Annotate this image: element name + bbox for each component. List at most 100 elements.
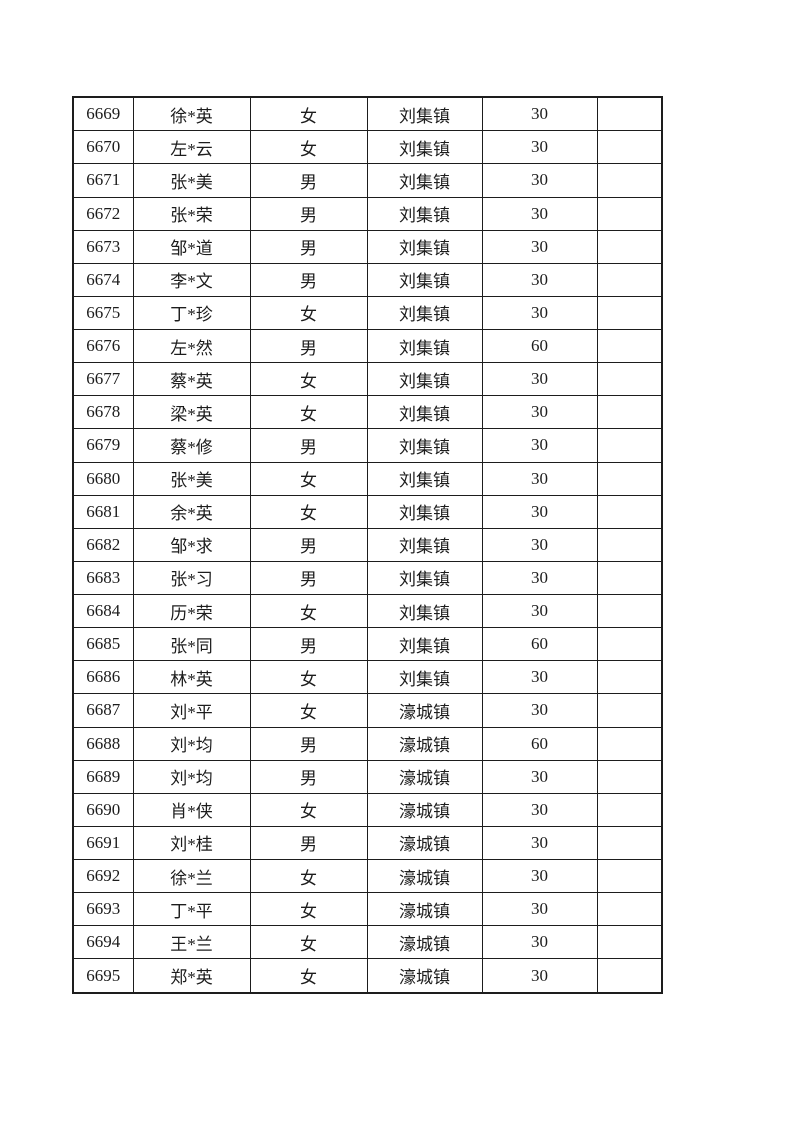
cell-blank bbox=[596, 627, 663, 662]
cell-gender: 女 bbox=[249, 461, 368, 496]
cell-amount: 30 bbox=[481, 428, 598, 463]
cell-person-name: 刘*桂 bbox=[132, 825, 251, 861]
cell-serial-number: 6678 bbox=[72, 395, 134, 430]
cell-serial-number: 6682 bbox=[72, 527, 134, 562]
table-row: 6672 张*荣男刘集镇 30 bbox=[72, 196, 663, 231]
cell-serial-number: 6690 bbox=[72, 792, 134, 827]
beneficiary-table: 6669 徐*英女刘集镇 30 6670 左*云女刘集镇 30 6671 张*美男刘集镇 30 6… bbox=[72, 96, 663, 994]
cell-blank bbox=[596, 494, 663, 529]
cell-blank bbox=[596, 560, 663, 596]
cell-serial-number: 6691 bbox=[72, 825, 134, 861]
table-row: 6683 张*习男刘集镇 30 bbox=[72, 560, 663, 596]
cell-gender: 女 bbox=[249, 660, 368, 695]
cell-amount: 30 bbox=[481, 859, 598, 894]
cell-town: 刘集镇 bbox=[366, 395, 483, 430]
cell-person-name: 张*同 bbox=[132, 627, 251, 662]
cell-town: 刘集镇 bbox=[366, 329, 483, 364]
table-row: 6680 张*美女刘集镇 30 bbox=[72, 461, 663, 496]
cell-person-name: 张*习 bbox=[132, 560, 251, 596]
cell-town: 刘集镇 bbox=[366, 96, 483, 132]
cell-serial-number: 6669 bbox=[72, 96, 134, 132]
cell-town: 刘集镇 bbox=[366, 560, 483, 596]
cell-blank bbox=[596, 693, 663, 728]
cell-gender: 男 bbox=[249, 627, 368, 662]
cell-blank bbox=[596, 859, 663, 894]
cell-serial-number: 6674 bbox=[72, 262, 134, 297]
table-row: 6681 余*英女刘集镇 30 bbox=[72, 494, 663, 529]
table-row: 6692 徐*兰女濠城镇 30 bbox=[72, 859, 663, 894]
cell-blank bbox=[596, 229, 663, 264]
cell-amount: 30 bbox=[481, 494, 598, 529]
cell-person-name: 刘*均 bbox=[132, 759, 251, 794]
cell-town: 刘集镇 bbox=[366, 196, 483, 231]
cell-amount: 30 bbox=[481, 362, 598, 397]
table-row: 6686 林*英女刘集镇 30 bbox=[72, 660, 663, 695]
cell-town: 刘集镇 bbox=[366, 295, 483, 331]
cell-person-name: 蔡*英 bbox=[132, 362, 251, 397]
cell-person-name: 张*美 bbox=[132, 163, 251, 198]
cell-town: 刘集镇 bbox=[366, 594, 483, 629]
cell-gender: 女 bbox=[249, 925, 368, 960]
cell-blank bbox=[596, 295, 663, 331]
table-row: 6695 郑*英女濠城镇 30 bbox=[72, 958, 663, 994]
cell-person-name: 左*然 bbox=[132, 329, 251, 364]
table-row: 6694 王*兰女濠城镇 30 bbox=[72, 925, 663, 960]
cell-amount: 30 bbox=[481, 163, 598, 198]
cell-person-name: 肖*侠 bbox=[132, 792, 251, 827]
cell-amount: 30 bbox=[481, 792, 598, 827]
table-row: 6673 邹*道男刘集镇 30 bbox=[72, 229, 663, 264]
cell-amount: 30 bbox=[481, 295, 598, 331]
cell-gender: 男 bbox=[249, 560, 368, 596]
cell-serial-number: 6677 bbox=[72, 362, 134, 397]
cell-person-name: 余*英 bbox=[132, 494, 251, 529]
table-row: 6684 历*荣女刘集镇 30 bbox=[72, 594, 663, 629]
cell-gender: 男 bbox=[249, 726, 368, 761]
cell-serial-number: 6683 bbox=[72, 560, 134, 596]
cell-blank bbox=[596, 96, 663, 132]
cell-amount: 30 bbox=[481, 262, 598, 297]
cell-blank bbox=[596, 428, 663, 463]
beneficiary-table-body: 6669 徐*英女刘集镇 30 6670 左*云女刘集镇 30 6671 张*美男刘集镇 30 6… bbox=[72, 96, 663, 994]
cell-amount: 30 bbox=[481, 825, 598, 861]
cell-town: 濠城镇 bbox=[366, 693, 483, 728]
cell-amount: 30 bbox=[481, 96, 598, 132]
cell-gender: 女 bbox=[249, 295, 368, 331]
cell-amount: 30 bbox=[481, 527, 598, 562]
table-row: 6679 蔡*修男刘集镇 30 bbox=[72, 428, 663, 463]
table-row: 6678 梁*英女刘集镇 30 bbox=[72, 395, 663, 430]
cell-town: 濠城镇 bbox=[366, 859, 483, 894]
cell-gender: 男 bbox=[249, 262, 368, 297]
cell-blank bbox=[596, 958, 663, 994]
cell-gender: 女 bbox=[249, 494, 368, 529]
cell-town: 刘集镇 bbox=[366, 660, 483, 695]
cell-gender: 女 bbox=[249, 859, 368, 894]
cell-town: 濠城镇 bbox=[366, 892, 483, 927]
cell-serial-number: 6694 bbox=[72, 925, 134, 960]
cell-blank bbox=[596, 759, 663, 794]
cell-gender: 女 bbox=[249, 395, 368, 430]
cell-person-name: 梁*英 bbox=[132, 395, 251, 430]
cell-serial-number: 6693 bbox=[72, 892, 134, 927]
cell-amount: 30 bbox=[481, 594, 598, 629]
cell-serial-number: 6689 bbox=[72, 759, 134, 794]
cell-gender: 女 bbox=[249, 362, 368, 397]
cell-serial-number: 6695 bbox=[72, 958, 134, 994]
cell-amount: 30 bbox=[481, 395, 598, 430]
cell-amount: 30 bbox=[481, 958, 598, 994]
cell-blank bbox=[596, 792, 663, 827]
cell-amount: 60 bbox=[481, 329, 598, 364]
cell-gender: 男 bbox=[249, 759, 368, 794]
cell-blank bbox=[596, 594, 663, 629]
cell-town: 刘集镇 bbox=[366, 428, 483, 463]
cell-gender: 女 bbox=[249, 792, 368, 827]
cell-person-name: 林*英 bbox=[132, 660, 251, 695]
cell-blank bbox=[596, 262, 663, 297]
cell-blank bbox=[596, 925, 663, 960]
cell-gender: 女 bbox=[249, 96, 368, 132]
cell-town: 刘集镇 bbox=[366, 163, 483, 198]
cell-blank bbox=[596, 461, 663, 496]
cell-amount: 60 bbox=[481, 726, 598, 761]
cell-serial-number: 6673 bbox=[72, 229, 134, 264]
cell-blank bbox=[596, 527, 663, 562]
cell-amount: 60 bbox=[481, 627, 598, 662]
